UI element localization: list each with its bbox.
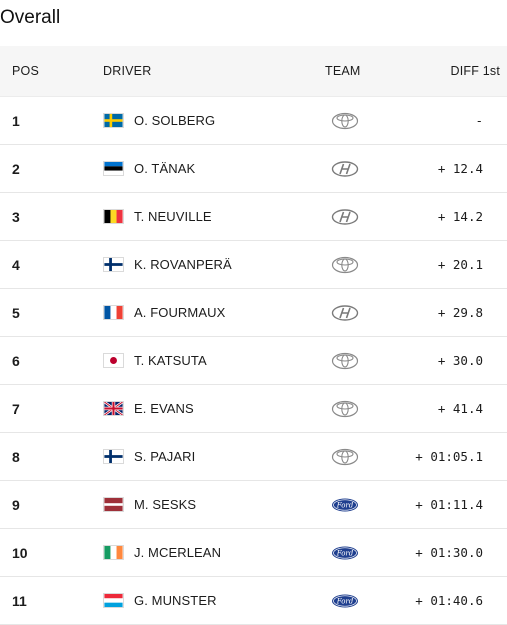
team-cell bbox=[315, 160, 405, 178]
table-row[interactable]: 1 O. SOLBERG - bbox=[0, 97, 507, 145]
team-cell bbox=[315, 352, 405, 370]
diff-cell: + 41.4 bbox=[437, 401, 483, 416]
team-cell: Ford bbox=[315, 496, 405, 514]
diff-cell: + 01:11.4 bbox=[415, 497, 483, 512]
team-cell bbox=[315, 112, 405, 130]
driver-name[interactable]: O. TÄNAK bbox=[134, 161, 196, 176]
driver-name[interactable]: G. MUNSTER bbox=[134, 593, 217, 608]
latvia-flag-icon bbox=[103, 497, 124, 512]
diff-cell: + 01:30.0 bbox=[415, 545, 483, 560]
table-body: 1 O. SOLBERG - 2 O. TÄNAK + 12.4 3 T. NEUVILLE +… bbox=[0, 97, 507, 625]
table-row[interactable]: 7 E. EVANS + 41.4 bbox=[0, 385, 507, 433]
sweden-flag-icon bbox=[103, 113, 124, 128]
position-cell: 5 bbox=[12, 304, 20, 321]
column-header-pos[interactable]: POS bbox=[12, 64, 39, 78]
svg-text:Ford: Ford bbox=[336, 549, 354, 557]
position-cell: 8 bbox=[12, 448, 20, 465]
column-header-team[interactable]: TEAM bbox=[325, 64, 361, 78]
estonia-flag-icon bbox=[103, 161, 124, 176]
driver-name[interactable]: S. PAJARI bbox=[134, 449, 196, 464]
driver-cell: T. KATSUTA bbox=[103, 353, 315, 368]
table-row[interactable]: 2 O. TÄNAK + 12.4 bbox=[0, 145, 507, 193]
driver-cell: E. EVANS bbox=[103, 401, 315, 416]
hyundai-logo-icon bbox=[331, 304, 359, 321]
svg-text:Ford: Ford bbox=[336, 597, 354, 605]
ford-logo-icon: Ford bbox=[332, 546, 358, 559]
table-row[interactable]: 6 T. KATSUTA + 30.0 bbox=[0, 337, 507, 385]
driver-name[interactable]: O. SOLBERG bbox=[134, 113, 216, 128]
table-row[interactable]: 4 K. ROVANPERÄ + 20.1 bbox=[0, 241, 507, 289]
team-cell: Ford bbox=[315, 544, 405, 562]
diff-cell: + 30.0 bbox=[437, 353, 483, 368]
position-cell: 4 bbox=[12, 256, 20, 273]
team-cell bbox=[315, 208, 405, 226]
ford-logo-icon: Ford bbox=[332, 594, 358, 607]
table-row[interactable]: 10 J. MCERLEAN Ford + 01:30.0 bbox=[0, 529, 507, 577]
diff-cell: + 29.8 bbox=[437, 305, 483, 320]
diff-cell: + 12.4 bbox=[437, 161, 483, 176]
team-cell bbox=[315, 304, 405, 322]
position-cell: 3 bbox=[12, 208, 20, 225]
diff-cell: - bbox=[475, 113, 483, 128]
uk-flag-icon bbox=[103, 401, 124, 416]
driver-cell: A. FOURMAUX bbox=[103, 305, 315, 320]
team-cell bbox=[315, 448, 405, 466]
position-cell: 11 bbox=[12, 592, 27, 609]
diff-cell: + 01:05.1 bbox=[415, 449, 483, 464]
driver-cell: O. TÄNAK bbox=[103, 161, 315, 176]
hyundai-logo-icon bbox=[331, 160, 359, 177]
france-flag-icon bbox=[103, 305, 124, 320]
team-cell bbox=[315, 400, 405, 418]
ford-logo-icon: Ford bbox=[332, 498, 358, 511]
diff-cell: + 01:40.6 bbox=[415, 593, 483, 608]
position-cell: 10 bbox=[12, 544, 28, 561]
driver-name[interactable]: A. FOURMAUX bbox=[134, 305, 226, 320]
table-row[interactable]: 3 T. NEUVILLE + 14.2 bbox=[0, 193, 507, 241]
japan-flag-icon bbox=[103, 353, 124, 368]
toyota-logo-icon bbox=[331, 112, 359, 129]
driver-cell: K. ROVANPERÄ bbox=[103, 257, 315, 272]
ireland-flag-icon bbox=[103, 545, 124, 560]
driver-cell: S. PAJARI bbox=[103, 449, 315, 464]
driver-name[interactable]: K. ROVANPERÄ bbox=[134, 257, 232, 272]
driver-name[interactable]: T. KATSUTA bbox=[134, 353, 207, 368]
driver-name[interactable]: J. MCERLEAN bbox=[134, 545, 222, 560]
page-title: Overall bbox=[0, 7, 61, 28]
team-cell bbox=[315, 256, 405, 274]
position-cell: 7 bbox=[12, 400, 20, 417]
driver-name[interactable]: E. EVANS bbox=[134, 401, 194, 416]
driver-cell: J. MCERLEAN bbox=[103, 545, 315, 560]
table-row[interactable]: 5 A. FOURMAUX + 29.8 bbox=[0, 289, 507, 337]
team-cell: Ford bbox=[315, 592, 405, 610]
position-cell: 6 bbox=[12, 352, 20, 369]
toyota-logo-icon bbox=[331, 256, 359, 273]
column-header-diff[interactable]: DIFF 1st bbox=[450, 64, 500, 78]
table-row[interactable]: 8 S. PAJARI + 01:05.1 bbox=[0, 433, 507, 481]
luxembourg-flag-icon bbox=[103, 593, 124, 608]
column-header-driver[interactable]: DRIVER bbox=[103, 64, 152, 78]
driver-name[interactable]: M. SESKS bbox=[134, 497, 197, 512]
hyundai-logo-icon bbox=[331, 208, 359, 225]
driver-cell: T. NEUVILLE bbox=[103, 209, 315, 224]
toyota-logo-icon bbox=[331, 400, 359, 417]
driver-cell: O. SOLBERG bbox=[103, 113, 315, 128]
position-cell: 9 bbox=[12, 496, 20, 513]
finland-flag-icon bbox=[103, 257, 124, 272]
svg-text:Ford: Ford bbox=[336, 501, 354, 509]
driver-name[interactable]: T. NEUVILLE bbox=[134, 209, 212, 224]
driver-cell: M. SESKS bbox=[103, 497, 315, 512]
toyota-logo-icon bbox=[331, 352, 359, 369]
diff-cell: + 20.1 bbox=[437, 257, 483, 272]
table-row[interactable]: 11 G. MUNSTER Ford + 01:40.6 bbox=[0, 577, 507, 625]
toyota-logo-icon bbox=[331, 448, 359, 465]
position-cell: 1 bbox=[12, 112, 20, 129]
position-cell: 2 bbox=[12, 160, 20, 177]
results-table: POS DRIVER TEAM DIFF 1st 1 O. SOLBERG - 2 O.… bbox=[0, 46, 507, 625]
driver-cell: G. MUNSTER bbox=[103, 593, 315, 608]
table-row[interactable]: 9 M. SESKS Ford + 01:11.4 bbox=[0, 481, 507, 529]
diff-cell: + 14.2 bbox=[437, 209, 483, 224]
belgium-flag-icon bbox=[103, 209, 124, 224]
finland-flag-icon bbox=[103, 449, 124, 464]
table-header: POS DRIVER TEAM DIFF 1st bbox=[0, 46, 507, 97]
